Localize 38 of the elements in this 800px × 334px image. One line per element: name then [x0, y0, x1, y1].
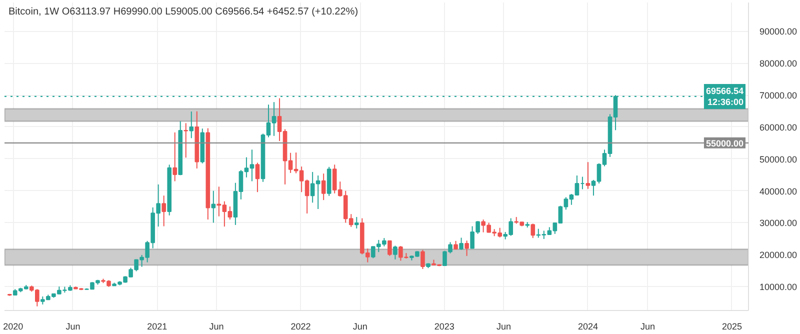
candlestick: [162, 195, 166, 227]
x-tick-label: 2024: [578, 322, 598, 332]
y-tick-label: 30000.00: [760, 218, 798, 228]
candlestick: [184, 122, 188, 158]
candlestick: [354, 216, 359, 229]
y-tick-label: 20000.00: [760, 250, 798, 260]
x-tick-label: 2025: [722, 322, 742, 332]
y-tick-label: 90000.00: [760, 26, 798, 37]
y-tick-label: 50000.00: [760, 154, 798, 164]
x-tick-label: 2020: [3, 322, 24, 332]
x-tick-label: 2023: [434, 322, 454, 332]
candlestick: [321, 173, 326, 201]
candlestick: [172, 132, 178, 182]
candlestick: [586, 162, 590, 190]
chart-title: Bitcoin, 1W O63113.97 H69990.00 L59005.00 C69566.54 +6452.57 (+10.22%): [8, 6, 358, 18]
candlestick: [464, 240, 469, 256]
x-tick-label: Jun: [209, 322, 224, 332]
x-tick-label: Jun: [496, 322, 512, 332]
x-tick-label: Jun: [66, 322, 80, 332]
x-tick-label: 2022: [290, 322, 311, 332]
x-tick-label: Jun: [640, 322, 656, 332]
candlestick: [459, 237, 464, 250]
candlestick: [211, 190, 216, 224]
candlestick: [530, 223, 536, 239]
y-tick-label: 60000.00: [760, 122, 798, 132]
candlestick: [255, 162, 260, 193]
candlestick: [189, 110, 194, 139]
y-tick-label: 80000.00: [760, 58, 798, 69]
candlestick: [420, 249, 425, 270]
candlestick: [388, 240, 392, 256]
y-tick-label: 70000.00: [760, 90, 798, 101]
y-tick-label: 40000.00: [760, 186, 798, 196]
x-tick-label: Jun: [352, 322, 368, 332]
ref-line-label: 69566.54 12:36:00: [706, 86, 744, 107]
ref-line-label: 55000.00: [706, 138, 744, 148]
y-tick-label: 10000.00: [760, 282, 798, 292]
x-tick-label: 2021: [147, 322, 168, 332]
candlestick: [393, 245, 398, 260]
